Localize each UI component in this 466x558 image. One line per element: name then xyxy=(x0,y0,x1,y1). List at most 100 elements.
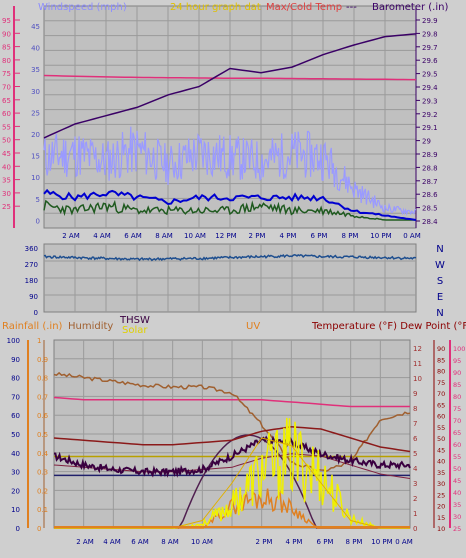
uv-tick: 8 xyxy=(413,405,417,413)
humidity-tick: 0.8 xyxy=(37,375,48,383)
top-left-inner-tick: 25 xyxy=(31,109,40,117)
wind-direction-line xyxy=(43,253,417,262)
temp-tick: 20 xyxy=(437,503,445,511)
rain-tick: 50 xyxy=(11,431,20,439)
dewpoint-tick: 65 xyxy=(453,429,461,437)
bottom-x-tick: 0 AM xyxy=(395,538,413,546)
top-left-inner-tick: 0 xyxy=(36,217,40,225)
bottom-x-tick: 4 PM xyxy=(286,538,303,546)
dewpoint-tick: 75 xyxy=(453,405,461,413)
uv-tick: 3 xyxy=(413,480,417,488)
top-x-tick: 4 AM xyxy=(93,232,111,240)
top-x-tick: 10 PM xyxy=(370,232,391,240)
uv-tick: 1 xyxy=(413,510,417,518)
dewpoint-tick: 45 xyxy=(453,477,461,485)
dewpoint-line xyxy=(53,396,410,408)
bottom-x-tick: 8 AM xyxy=(161,538,179,546)
top-series xyxy=(43,33,417,221)
humidity-tick: 0.7 xyxy=(37,393,48,401)
humidity-tick: 0 xyxy=(37,525,41,533)
top-right-tick: 28.7 xyxy=(422,178,438,186)
temp-title: Max/Cold Temp xyxy=(266,2,342,13)
top-right-tick: 29.4 xyxy=(422,84,438,92)
humidity-tick: 0.9 xyxy=(37,356,48,364)
top-left-inner-tick: 40 xyxy=(31,45,40,53)
windspeed-avg-line xyxy=(43,188,417,221)
humidity-tick: 0.4 xyxy=(37,450,49,458)
mid-grid xyxy=(44,244,416,312)
top-right-tick: 29 xyxy=(422,138,431,146)
rain-tick: 90 xyxy=(11,356,20,364)
top-x-tick: 6 AM xyxy=(124,232,142,240)
top-right-tick: 29.7 xyxy=(422,44,438,52)
bottom-series xyxy=(53,371,411,529)
dewpoint-tick: 25 xyxy=(453,525,461,533)
dewpoint-tick: 100 xyxy=(453,345,465,353)
top-right-tick: 29.9 xyxy=(422,17,438,25)
temperature-title: Temperature (°F) Dew Point (°F) xyxy=(311,321,466,332)
rain-tick: 20 xyxy=(11,487,20,495)
temp-tick: 75 xyxy=(437,379,445,387)
temp-tick: 65 xyxy=(437,401,445,409)
barometer-title: Barometer (.in) xyxy=(372,2,448,13)
top-x-tick: 10 AM xyxy=(184,232,206,240)
top-x-tick: 8 PM xyxy=(342,232,359,240)
top-right-tick: 28.8 xyxy=(422,164,438,172)
uv-tick: 0 xyxy=(413,525,417,533)
dewpoint-tick: 95 xyxy=(453,357,461,365)
top-left-outer-tick: 75 xyxy=(2,70,11,78)
bottom-x-tick: 8 PM xyxy=(346,538,363,546)
temp-tick: 55 xyxy=(437,424,445,432)
dewpoint-tick: 40 xyxy=(453,489,461,497)
bottom-x-tick: 2 PM xyxy=(256,538,273,546)
rain-tick: 0 xyxy=(16,525,20,533)
temp-tick: 30 xyxy=(437,480,445,488)
top-left-outer-tick: 80 xyxy=(2,57,11,65)
top-right-tick: 29.5 xyxy=(422,71,438,79)
top-axes: 9590858075706560555045403530254540353025… xyxy=(2,6,438,240)
humidity-tick: 0.5 xyxy=(37,431,48,439)
bottom-x-tick: 2 AM xyxy=(76,538,94,546)
dewpoint-tick: 70 xyxy=(453,417,461,425)
temperature-line xyxy=(53,426,411,453)
dewpoint-tick: 60 xyxy=(453,441,461,449)
dewpoint-tick: 85 xyxy=(453,381,461,389)
top-left-outer-tick: 65 xyxy=(2,97,11,105)
rain-tick: 70 xyxy=(11,393,20,401)
mid-compass-label: S xyxy=(437,276,443,287)
humidity-tick: 0.6 xyxy=(37,412,49,420)
top-left-inner-tick: 20 xyxy=(31,131,40,139)
bottom-x-tick: 6 AM xyxy=(131,538,149,546)
mid-left-tick: 180 xyxy=(25,277,38,285)
top-left-outer-tick: 95 xyxy=(2,17,11,25)
top-x-tick: 0 AM xyxy=(403,232,421,240)
temp-tick: 85 xyxy=(437,356,445,364)
top-left-outer-tick: 55 xyxy=(2,123,11,131)
top-left-inner-tick: 5 xyxy=(36,196,40,204)
max-temp-line xyxy=(43,74,416,81)
top-left-outer-tick: 35 xyxy=(2,177,11,185)
top-left-outer-tick: 45 xyxy=(2,150,11,158)
mid-compass-label: N xyxy=(436,244,443,255)
rainfall-title: Rainfall (.in) xyxy=(2,321,63,332)
uv-tick: 9 xyxy=(413,390,417,398)
top-x-tick: 12 PM xyxy=(215,232,236,240)
dewpoint-tick: 50 xyxy=(453,465,461,473)
temp-tick: 80 xyxy=(437,368,445,376)
barometer-line xyxy=(43,33,417,139)
mid-left-tick: 270 xyxy=(25,261,38,269)
uv-tick: 6 xyxy=(413,435,418,443)
top-left-outer-tick: 50 xyxy=(2,137,11,145)
dash-title: --- xyxy=(346,2,357,13)
dewpoint-tick: 35 xyxy=(453,501,461,509)
temp-tick: 60 xyxy=(437,413,445,421)
rain-tick: 30 xyxy=(11,469,20,477)
humidity-title: Humidity xyxy=(68,321,113,332)
dewpoint-tick: 90 xyxy=(453,369,461,377)
temp-tick: 70 xyxy=(437,390,445,398)
temp-tick: 50 xyxy=(437,435,445,443)
top-x-tick: 2 PM xyxy=(249,232,266,240)
top-x-tick: 2 AM xyxy=(62,232,80,240)
temp-tick: 40 xyxy=(437,458,445,466)
